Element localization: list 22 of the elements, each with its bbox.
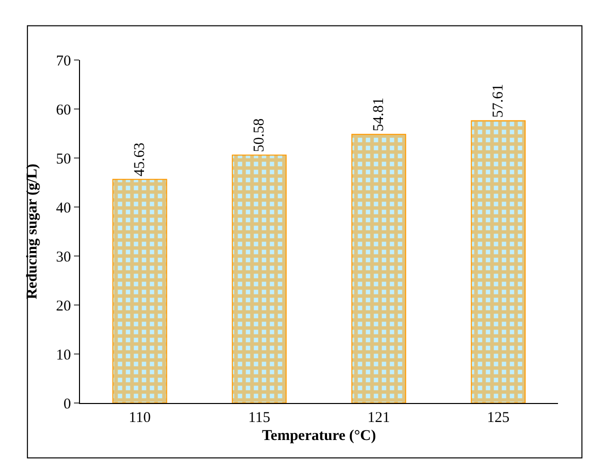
x-axis-title: Temperature (°C) [262, 428, 376, 444]
y-tick-label: 50 [56, 151, 71, 168]
y-tick-label: 10 [56, 347, 71, 364]
x-tick-label: 115 [248, 410, 270, 426]
y-tick-label: 30 [56, 249, 71, 266]
bar [112, 178, 168, 403]
bar [232, 154, 287, 403]
x-tick-label: 121 [368, 410, 390, 426]
data-label: 57.61 [490, 84, 506, 118]
bar [351, 134, 406, 403]
y-tick-label: 0 [64, 396, 71, 412]
y-tick-label: 40 [56, 200, 71, 216]
y-tick-label: 60 [56, 102, 71, 118]
x-tick-label: 110 [128, 410, 151, 426]
bar [470, 120, 526, 403]
data-label: 54.81 [370, 98, 387, 132]
data-label: 45.63 [132, 142, 148, 176]
data-label: 50.58 [251, 118, 268, 152]
y-tick-label: 20 [56, 298, 71, 314]
y-tick-label: 70 [56, 53, 71, 70]
y-axis-title: Reducing sugar (g/L) [24, 164, 40, 300]
x-tick-label: 125 [487, 410, 510, 426]
